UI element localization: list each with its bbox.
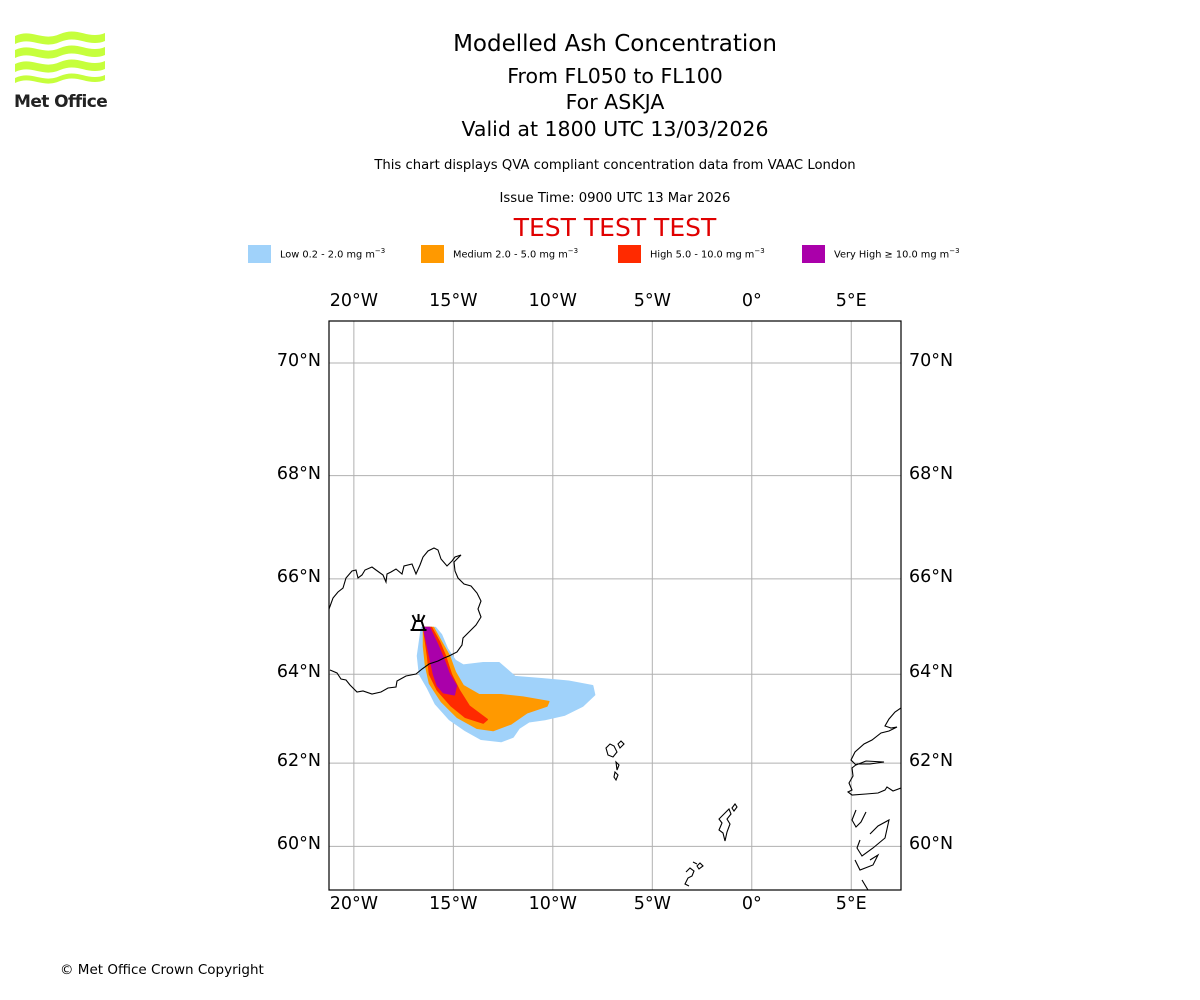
map-frame <box>328 320 902 891</box>
legend-swatch-high <box>618 245 641 263</box>
legend-swatch-medium <box>421 245 444 263</box>
legend-swatch-low <box>248 245 271 263</box>
lat-label-right: 62°N <box>909 751 954 772</box>
lon-label-bottom: 20°W <box>329 894 379 914</box>
legend-label-low: Low 0.2 - 2.0 mg m−3 <box>280 247 386 261</box>
flight-level-range: From FL050 to FL100 <box>507 64 723 88</box>
lon-label-top: 20°W <box>329 291 379 311</box>
norway-coastline <box>846 707 901 890</box>
lat-label-left: 68°N <box>276 463 321 484</box>
lon-label-bottom: 5°E <box>835 894 867 914</box>
test-banner: TEST TEST TEST <box>513 213 717 242</box>
lat-label-left: 70°N <box>276 350 321 371</box>
lat-label-right: 70°N <box>909 350 954 371</box>
issue-time: Issue Time: 0900 UTC 13 Mar 2026 <box>499 191 731 206</box>
shetland-islands-coastline <box>718 803 738 842</box>
chart-subtitle: This chart displays QVA compliant concen… <box>374 158 856 173</box>
ash-layers <box>416 626 596 743</box>
lat-label-right: 60°N <box>909 834 954 855</box>
lat-label-left: 64°N <box>276 662 321 683</box>
iceland-coastline <box>329 547 482 695</box>
met-office-logo: Met Office <box>14 30 108 112</box>
lat-label-right: 64°N <box>909 662 954 683</box>
orkney-islands-coastline <box>684 861 704 887</box>
lat-label-right: 68°N <box>909 463 954 484</box>
faroe-islands-coastline <box>605 740 625 782</box>
legend-item-low: Low 0.2 - 2.0 mg m−3 <box>248 244 385 264</box>
volcano-marker <box>410 614 427 632</box>
lon-label-top: 5°E <box>835 291 867 311</box>
legend-label-medium: Medium 2.0 - 5.0 mg m−3 <box>453 247 579 261</box>
legend-item-high: High 5.0 - 10.0 mg m−3 <box>618 244 765 264</box>
legend-item-medium: Medium 2.0 - 5.0 mg m−3 <box>421 244 578 264</box>
lat-label-left: 62°N <box>276 751 321 772</box>
chart-title: Modelled Ash Concentration <box>453 31 777 57</box>
lon-label-bottom: 15°W <box>429 894 478 914</box>
gridlines <box>329 321 901 890</box>
lon-label-bottom: 5°W <box>633 894 671 914</box>
lon-label-top: 5°W <box>633 291 671 311</box>
copyright-notice: © Met Office Crown Copyright <box>60 962 264 978</box>
legend-label-high: High 5.0 - 10.0 mg m−3 <box>650 247 765 261</box>
met-office-waves-icon <box>15 31 105 84</box>
lat-label-left: 60°N <box>276 834 321 855</box>
lat-label-left: 66°N <box>276 566 321 587</box>
legend-swatch-very-high <box>802 245 825 263</box>
lon-label-top: 10°W <box>528 291 577 311</box>
lon-label-top: 0° <box>741 291 762 311</box>
ash-area-very-high <box>422 626 458 696</box>
lon-label-bottom: 10°W <box>528 894 577 914</box>
lat-label-right: 66°N <box>909 566 954 587</box>
legend-item-very-high: Very High ≥ 10.0 mg m−3 <box>802 244 960 264</box>
lon-label-bottom: 0° <box>741 894 762 914</box>
volcano-name: For ASKJA <box>565 90 665 114</box>
legend-label-very-high: Very High ≥ 10.0 mg m−3 <box>834 247 960 261</box>
volcano-icon <box>410 614 427 632</box>
valid-time: Valid at 1800 UTC 13/03/2026 <box>461 117 769 141</box>
coastlines <box>329 547 901 890</box>
lon-label-top: 15°W <box>429 291 478 311</box>
logo-text: Met Office <box>14 92 108 112</box>
